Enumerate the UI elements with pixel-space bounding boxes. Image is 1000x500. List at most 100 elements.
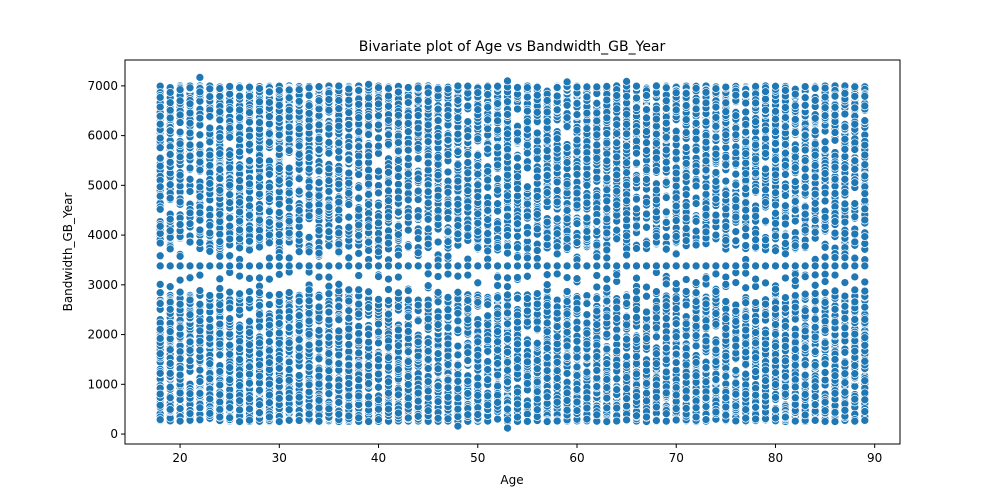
data-point [403,413,413,423]
data-point [453,350,463,360]
data-point [245,131,254,141]
data-point [334,121,344,131]
data-point [334,409,344,419]
data-point [245,287,254,296]
data-point [473,169,483,179]
data-point [155,251,165,261]
data-point [265,274,274,284]
data-point [374,382,383,392]
data-point [354,170,364,179]
data-point [483,357,493,366]
data-point [334,81,344,91]
data-point [384,404,393,414]
data-point [344,332,354,341]
data-point [364,165,373,175]
data-point [205,409,215,418]
data-point [175,152,185,162]
data-point [304,296,314,306]
data-point [334,315,344,325]
data-point [413,123,423,133]
data-point [413,388,423,398]
data-point [423,158,433,168]
data-point [443,392,453,402]
data-point [225,180,235,190]
data-point [175,354,185,364]
data-point [403,145,413,155]
data-point [463,261,473,271]
data-point [324,164,334,174]
data-point [185,140,195,150]
data-point [255,408,264,418]
data-point [394,118,403,128]
data-point [443,269,453,279]
data-point [394,272,403,282]
data-point [235,216,244,226]
data-point [235,396,244,406]
data-point [433,381,443,391]
data-point [473,319,483,329]
data-point [473,134,483,144]
data-point [284,415,294,425]
data-point [155,93,165,102]
data-point [364,222,373,232]
chart-title: Bivariate plot of Age vs Bandwidth_GB_Ye… [359,39,666,55]
data-point [175,261,185,271]
data-point [394,288,403,298]
data-point [344,95,354,105]
data-point [334,146,344,156]
data-point [364,121,373,131]
data-point [284,357,294,367]
data-point [394,87,403,97]
data-point [284,288,294,297]
data-point [185,118,195,128]
data-point [384,101,393,111]
data-point [403,242,413,251]
data-point [423,261,433,271]
data-point [314,292,324,302]
data-point [403,195,413,205]
data-point [265,290,274,300]
data-point [294,296,304,306]
data-point [265,320,274,330]
data-point [394,179,403,189]
data-point [205,246,215,256]
data-point [463,270,473,280]
data-point [215,217,225,226]
data-point [403,295,413,305]
data-point [433,288,443,297]
data-point [433,237,443,247]
data-point [324,389,334,399]
data-point [304,164,314,174]
data-point [443,150,453,159]
data-point [334,138,344,148]
data-point [314,191,324,201]
data-point [284,122,294,132]
data-point [225,287,235,297]
data-point [284,393,294,403]
data-point [354,86,364,95]
data-point [364,379,373,388]
data-point [384,362,393,372]
data-point [294,96,304,106]
data-point [354,375,364,384]
data-point [294,261,304,271]
data-point [473,150,483,160]
data-point [185,356,195,366]
data-point [483,320,493,330]
data-point [215,339,225,349]
data-point [374,327,383,337]
data-point [304,200,314,210]
data-point [265,230,274,240]
data-point [433,84,443,94]
data-point [384,139,393,149]
data-point [155,102,165,112]
data-point [215,149,225,159]
data-point [284,163,294,173]
data-point [255,301,264,310]
data-point [265,337,274,346]
data-point [284,105,294,115]
data-point [344,360,354,370]
data-point [364,130,373,139]
data-point [354,193,364,203]
data-point [215,284,225,293]
